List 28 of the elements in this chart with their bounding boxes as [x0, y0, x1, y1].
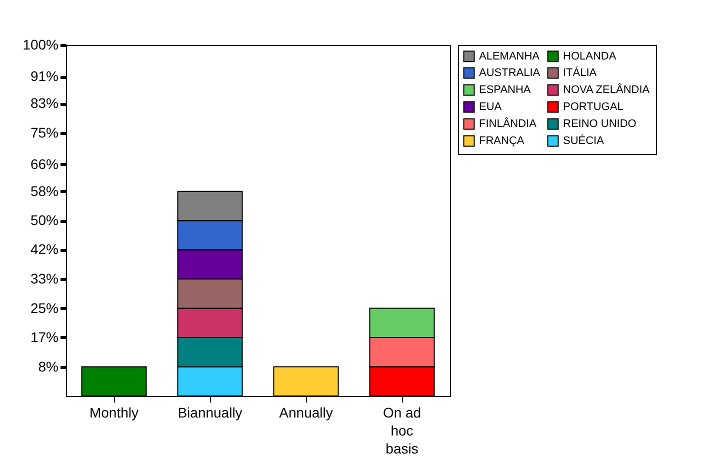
legend-label: HOLANDA [563, 50, 617, 62]
y-tick-label: 33% [30, 270, 58, 287]
y-tick-label: 50% [30, 212, 58, 228]
x-tick-label: Monthly [89, 404, 139, 420]
legend-label: AUSTRALIA [479, 67, 541, 79]
legend-label: NOVA ZELÂNDIA [563, 83, 650, 96]
y-tick-label: 100% [22, 36, 58, 52]
y-tick-label: 66% [30, 156, 58, 172]
legend-label: FINLÂNDIA [479, 117, 538, 130]
y-tick-label: 25% [30, 300, 58, 316]
y-tick-label: 75% [30, 124, 58, 140]
y-tick-label: 83% [30, 95, 58, 112]
legend-label: REINO UNIDO [563, 118, 637, 130]
legend-label: ITÁLIA [563, 66, 598, 79]
y-tick-label: 58% [30, 182, 58, 199]
y-tick-label: 91% [30, 68, 58, 84]
y-tick-label: 17% [30, 328, 58, 345]
y-tick-label: 42% [30, 241, 58, 258]
x-tick-label: On ad hoc basis [382, 404, 422, 456]
legend-label: PORTUGAL [563, 101, 624, 113]
legend-label: FRANÇA [479, 135, 525, 147]
legend-label: EUA [479, 101, 502, 113]
y-tick-label: 8% [38, 358, 58, 374]
x-tick-label: Biannually [178, 404, 242, 420]
legend-label: ALEMANHA [479, 50, 540, 62]
legend-label: ESPANHA [479, 84, 532, 96]
legend-label: SUÉCIA [563, 134, 605, 147]
x-tick-label: Annually [279, 404, 333, 420]
